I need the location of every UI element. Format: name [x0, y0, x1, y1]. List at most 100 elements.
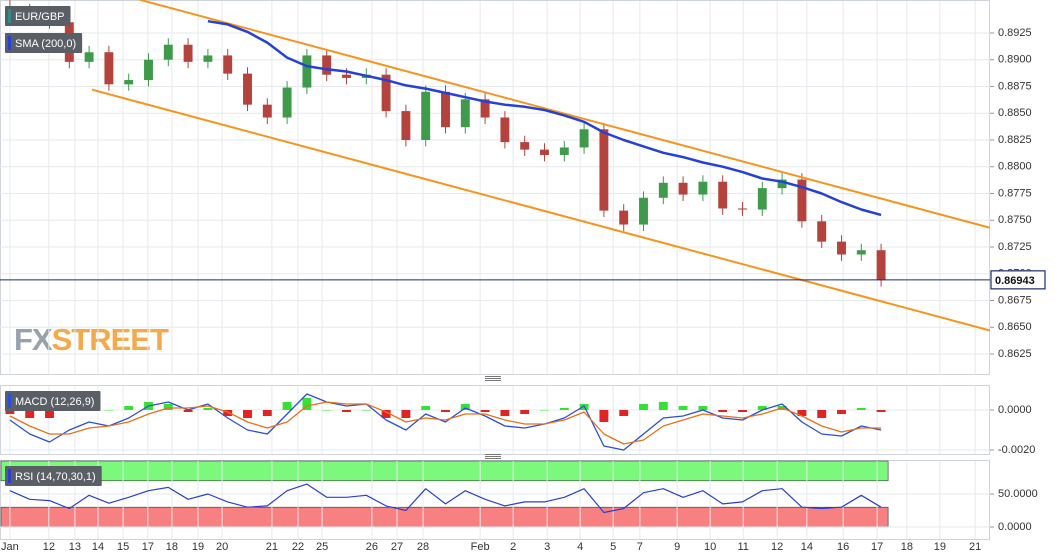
histogram-bar: [322, 410, 332, 411]
candle-body: [837, 241, 846, 255]
histogram-bar: [480, 410, 490, 412]
x-tick-label: 3: [544, 541, 550, 553]
legend-marker: [8, 394, 11, 408]
candle-body: [401, 111, 411, 140]
histogram-bar: [183, 410, 193, 412]
x-tick-label: 11: [737, 541, 748, 553]
x-tick-label: 19: [934, 541, 946, 553]
histogram-bar: [559, 408, 569, 410]
candle-body: [262, 104, 272, 118]
candle-body: [163, 44, 173, 60]
x-tick-label: 18: [166, 541, 178, 553]
watermark-part: STREET: [52, 322, 169, 357]
x-tick-label: 2: [510, 541, 516, 553]
panel-handle[interactable]: [485, 376, 501, 381]
histogram-bar: [342, 410, 351, 412]
legend-item: MACD (12,26,9): [5, 391, 101, 411]
legend-marker: [8, 469, 11, 483]
x-tick-label: 15: [117, 541, 129, 553]
candle-body: [500, 117, 510, 143]
rsi-zone: [0, 460, 889, 482]
candle-body: [817, 221, 827, 242]
x-tick-label: 28: [417, 541, 429, 553]
histogram-bar: [658, 402, 668, 410]
legend-item: RSI (14,70,30,1): [5, 466, 102, 486]
y-tick-label: 0.8675: [998, 294, 1032, 306]
x-tick-label: 10: [704, 541, 716, 553]
candle-body: [757, 188, 767, 210]
x-tick-label: 19: [192, 541, 204, 553]
candle-body: [797, 179, 807, 222]
y-tick-label: 0.0000: [998, 404, 1032, 416]
y-tick-label: 0.8725: [998, 241, 1032, 253]
candle-body: [599, 129, 609, 211]
last-price-box: [990, 270, 1046, 290]
candle-body: [738, 208, 747, 210]
x-tick-label: Jan: [1, 541, 19, 553]
histogram-bar: [797, 410, 807, 416]
y-tick-label: 0.8900: [998, 54, 1032, 66]
candle-body: [144, 59, 153, 81]
candle-body: [84, 52, 94, 62]
y-tick-label: 0.8875: [998, 80, 1032, 92]
legend-box: [5, 391, 101, 411]
histogram-bar: [45, 410, 54, 418]
histogram-bar: [500, 410, 510, 416]
legend-box: [5, 466, 102, 486]
candle-body: [718, 181, 728, 209]
y-tick-label: 0.8925: [998, 27, 1032, 39]
signal-line: [9, 401, 882, 445]
y-tick-label: 0.8750: [998, 214, 1032, 226]
x-tick-label: 17: [871, 541, 883, 553]
panel-handle[interactable]: [485, 454, 501, 459]
legend-marker: [8, 9, 11, 23]
candle-body: [876, 250, 886, 281]
histogram-bar: [223, 410, 233, 416]
x-tick-label: 5: [610, 541, 616, 553]
histogram-bar: [817, 410, 827, 418]
watermark: FXSTREET: [14, 322, 169, 357]
x-tick-label: 26: [366, 541, 378, 553]
x-tick-label: 18: [901, 541, 913, 553]
candle-body: [559, 147, 569, 155]
candle-body: [342, 74, 351, 78]
y-tick-label: 50.0000: [998, 488, 1038, 500]
histogram-bar: [856, 408, 866, 410]
legend-label: RSI (14,70,30,1): [15, 471, 96, 483]
candle-body: [460, 99, 470, 128]
histogram-bar: [757, 406, 767, 410]
x-tick-label: Feb: [471, 541, 490, 553]
last-price-label: 0.86943: [995, 275, 1035, 287]
y-tick-label: 0.0000: [998, 521, 1032, 533]
x-tick-label: 12: [771, 541, 783, 553]
histogram-bar: [678, 406, 688, 410]
x-tick-label: 21: [969, 541, 981, 553]
candle-body: [104, 52, 114, 85]
candle-body: [540, 149, 549, 155]
histogram-bar: [302, 398, 312, 410]
rsi-line: [9, 483, 882, 514]
histogram-bar: [203, 408, 213, 410]
candle-body: [302, 55, 312, 88]
y-tick-label: 0.8850: [998, 107, 1032, 119]
candle-body: [639, 197, 648, 225]
histogram-bar: [520, 410, 530, 414]
x-tick-label: 9: [674, 541, 680, 553]
histogram-bar: [441, 410, 450, 412]
rsi-zone: [0, 506, 889, 528]
x-tick-label: 17: [142, 541, 154, 553]
x-tick-label: 21: [266, 541, 278, 553]
histogram-bar: [599, 410, 609, 422]
y-tick-label: -0.0020: [998, 444, 1035, 456]
macd-panel: [0, 385, 990, 455]
x-tick-label: 7: [637, 541, 643, 553]
candle-body: [322, 55, 332, 75]
candle-body: [223, 55, 233, 74]
y-tick-label: 0.8625: [998, 348, 1032, 360]
legend-box: [5, 33, 83, 53]
candle-body: [381, 74, 391, 112]
x-tick-label: 4: [577, 541, 583, 553]
candle-body: [856, 250, 866, 255]
